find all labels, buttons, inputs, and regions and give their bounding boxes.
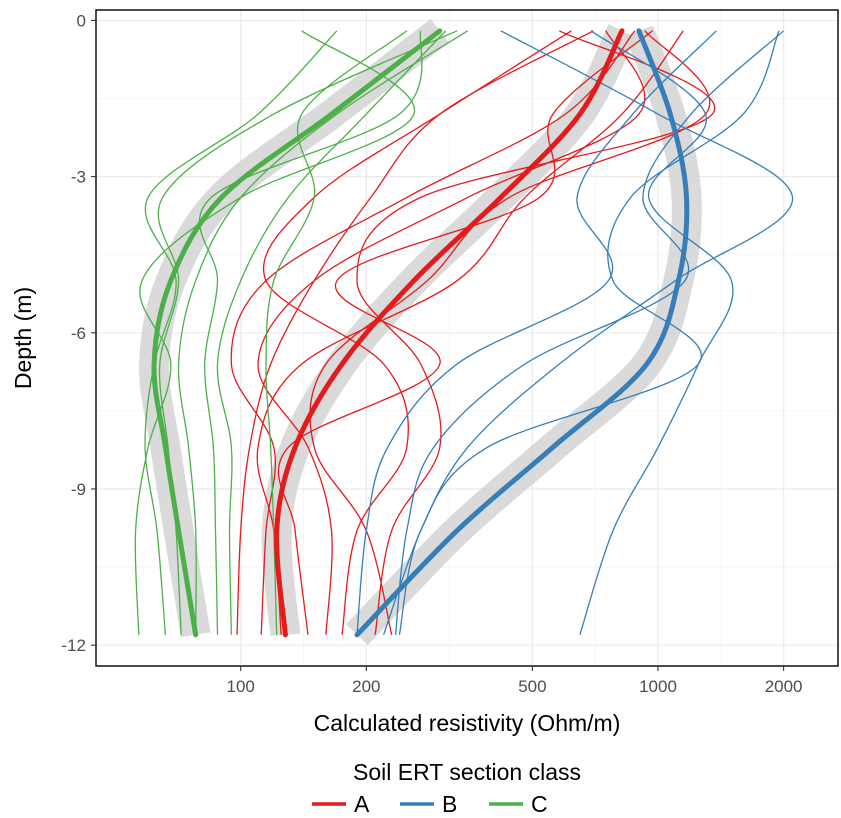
- legend-label-b: B: [442, 791, 457, 817]
- x-tick-label-100: 100: [227, 677, 255, 696]
- profile-line-a-3: [230, 30, 636, 635]
- profile-line-b-13: [394, 30, 785, 635]
- mean-line-a: [274, 28, 625, 638]
- x-tick-label-200: 200: [352, 677, 380, 696]
- mean-lines: [151, 28, 690, 638]
- profile-line-a-7: [262, 30, 572, 635]
- profile-line-b-10: [356, 30, 717, 635]
- profile-line-c-15: [144, 30, 338, 635]
- profile-line-a-1: [356, 30, 716, 635]
- profile-line-c-18: [198, 30, 423, 635]
- profile-line-a-6: [309, 30, 711, 635]
- profile-line-c-14: [134, 30, 415, 635]
- profile-line-c-19: [216, 30, 447, 635]
- x-axis-title: Calculated resistivity (Ohm/m): [314, 710, 621, 736]
- legend-label-a: A: [354, 791, 370, 817]
- legend: Soil ERT section class A B C: [312, 759, 581, 817]
- legend-item-c: C: [489, 791, 548, 817]
- legend-item-b: B: [400, 791, 457, 817]
- profile-line-a-8: [277, 30, 653, 635]
- plot-frame: [95, 9, 839, 667]
- y-axis: 0 -3 -6 -9 -12: [61, 11, 96, 655]
- profile-line-a-4: [256, 30, 684, 635]
- mean-line-b: [354, 28, 690, 638]
- x-tick-label-1000: 1000: [639, 677, 677, 696]
- profile-line-c-20: [265, 30, 408, 635]
- profile-line-b-12: [382, 30, 794, 636]
- profile-line-c-17: [177, 30, 469, 635]
- y-tick-label--3: -3: [71, 168, 86, 187]
- profile-lines: [134, 30, 794, 636]
- plot-panel: [96, 10, 838, 666]
- legend-title: Soil ERT section class: [353, 759, 581, 785]
- y-tick-label--12: -12: [61, 636, 86, 655]
- profile-line-b-9: [579, 30, 734, 635]
- legend-item-a: A: [312, 791, 370, 817]
- legend-label-c: C: [531, 791, 548, 817]
- x-axis: 100 200 500 1000 2000: [227, 666, 803, 696]
- y-axis-title: Depth (m): [10, 287, 36, 389]
- mean-line-c: [151, 28, 443, 638]
- profile-line-a-2: [257, 30, 646, 635]
- y-tick-label--6: -6: [71, 324, 86, 343]
- y-tick-label-0: 0: [77, 11, 86, 30]
- x-tick-label-2000: 2000: [765, 677, 803, 696]
- x-tick-label-500: 500: [518, 677, 546, 696]
- y-tick-label--9: -9: [71, 480, 86, 499]
